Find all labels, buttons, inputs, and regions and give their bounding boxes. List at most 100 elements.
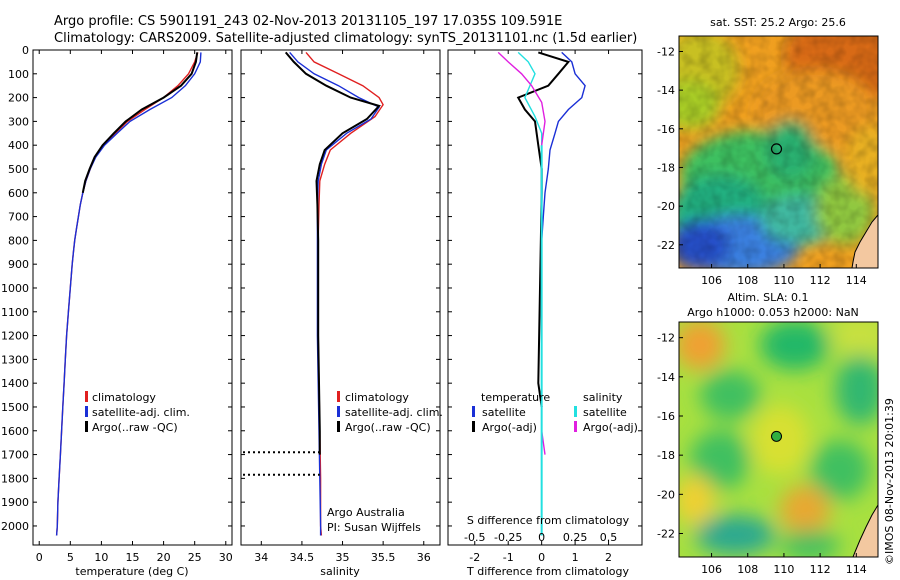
depth-tick-label: 1500 xyxy=(1,401,29,414)
depth-tick-label: 2000 xyxy=(1,520,29,533)
x-tick-label: 35 xyxy=(336,551,350,564)
temperature-legend: climatology satellite-adj. clim. Argo(..… xyxy=(85,391,190,434)
legend-title-salinity: salinity xyxy=(583,391,623,404)
depth-tick-label: 0 xyxy=(22,44,29,57)
series-line-satellite-adj-clim- xyxy=(55,52,202,536)
sst-map-title: sat. SST: 25.2 Argo: 25.6 xyxy=(710,16,846,29)
map-y-tick-label: -18 xyxy=(657,449,675,462)
coastline xyxy=(852,504,878,557)
sla-map-frame xyxy=(678,321,879,558)
x-tick-label: 2 xyxy=(605,551,612,564)
legend-swatch-satellite xyxy=(85,406,88,417)
legend-swatch-satellite xyxy=(337,406,340,417)
depth-tick-label: 900 xyxy=(8,258,29,271)
depth-axis: 0 100 200 300 400 500 600 700 800 900 1000 1100 1200… xyxy=(1,44,232,533)
map-y-tick-label: -18 xyxy=(657,161,675,174)
x-tick-label: 1 xyxy=(572,551,579,564)
header-line-2: Climatology: CARS2009. Satellite-adjuste… xyxy=(54,31,637,46)
argo-location-marker xyxy=(771,430,783,442)
legend-label-satellite: satellite-adj. clim. xyxy=(345,406,443,419)
depth-tick-label: 100 xyxy=(8,68,29,81)
depth-tick-label: 1600 xyxy=(1,425,29,438)
legend-label-t-argo: Argo(-adj) xyxy=(482,421,537,434)
legend-swatch-argo xyxy=(337,421,340,432)
sst-map-ticks: 106 108 110 112 114 -12 -14 -16 -18 -20 -22 xyxy=(657,45,867,287)
x-tick-label: -1 xyxy=(503,551,514,564)
sla-map-ticks: 106 108 110 112 114 -12 -14 -16 -18 -20 -22 xyxy=(657,332,867,576)
x-tick-label: 0 xyxy=(538,551,545,564)
depth-tick-label: 800 xyxy=(8,234,29,247)
legend-label-argo: Argo(..raw -QC) xyxy=(345,421,431,434)
depth-tick-label: 1900 xyxy=(1,496,29,509)
temperature-series xyxy=(55,52,202,536)
depth-tick-label: 600 xyxy=(8,187,29,200)
salinity-series xyxy=(243,51,384,536)
temperature-panel: 0100200300400500600700800900100011001200… xyxy=(1,44,233,578)
depth-tick-label: 1800 xyxy=(1,472,29,485)
series-line-satellite-adj-clim- xyxy=(289,51,381,536)
x-tick-label: 30 xyxy=(219,551,233,564)
map-x-tick-label: 114 xyxy=(846,274,867,287)
temperature-xlabel: temperature (deg C) xyxy=(75,565,188,578)
map-x-tick-label: 112 xyxy=(810,274,831,287)
difference-series xyxy=(497,51,586,536)
sla-map-title: Altim. SLA: 0.1 xyxy=(727,291,808,304)
legend-label-t-satellite: satellite xyxy=(482,406,526,419)
s-difference-ticks: -0.5 -0.25 0 0.25 0.5 xyxy=(464,531,617,544)
series-line-argo-raw-qc- xyxy=(284,51,381,455)
depth-tick-label: 1400 xyxy=(1,377,29,390)
salinity-legend: climatology satellite-adj. clim. Argo(..… xyxy=(337,391,443,434)
salinity-depth-ticks xyxy=(241,49,440,527)
difference-depth-ticks xyxy=(448,49,642,527)
x-tick-label: 34.5 xyxy=(290,551,315,564)
sla-field xyxy=(679,322,878,557)
depth-tick-label: 200 xyxy=(8,92,29,105)
t-difference-xlabel: T difference from climatology xyxy=(466,565,629,578)
difference-legend: temperature satellite Argo(-adj) salinit… xyxy=(472,391,638,434)
legend-swatch-s-argo xyxy=(574,421,577,432)
map-x-tick-label: 106 xyxy=(701,274,722,287)
sst-map-panel: sat. SST: 25.2 Argo: 25.6 106 108 110 11 xyxy=(657,16,879,287)
header-line-1: Argo profile: CS 5901191_243 02-Nov-2013… xyxy=(54,14,562,29)
map-y-tick-label: -22 xyxy=(657,239,675,252)
map-y-tick-label: -14 xyxy=(657,84,675,97)
x-tick-label: 34 xyxy=(254,551,268,564)
salinity-axes-frame xyxy=(240,49,441,546)
depth-tick-label: 1300 xyxy=(1,353,29,366)
depth-tick-label: 1000 xyxy=(1,282,29,295)
map-y-tick-label: -12 xyxy=(657,332,675,345)
annotation-pi: PI: Susan Wijffels xyxy=(327,521,421,534)
salinity-xlabel: salinity xyxy=(320,565,360,578)
coastline xyxy=(851,214,878,268)
depth-tick-label: 1700 xyxy=(1,449,29,462)
depth-tick-label: 1100 xyxy=(1,306,29,319)
map-x-tick-label: 110 xyxy=(773,563,794,576)
depth-tick-label: 700 xyxy=(8,211,29,224)
legend-label-s-satellite: satellite xyxy=(583,406,627,419)
legend-swatch-climatology xyxy=(337,391,340,402)
s-tick-label: -0.25 xyxy=(494,531,522,544)
legend-swatch-t-argo xyxy=(472,421,475,432)
map-y-tick-label: -14 xyxy=(657,371,675,384)
series-line-temperature-satellite xyxy=(541,51,586,536)
map-x-tick-label: 110 xyxy=(773,274,794,287)
x-tick-label: 25 xyxy=(188,551,202,564)
map-y-tick-label: -12 xyxy=(657,45,675,58)
map-x-tick-label: 106 xyxy=(701,563,722,576)
map-y-tick-label: -16 xyxy=(657,410,675,423)
salinity-panel: 34 34.5 35 35.5 36 salinity climatology sate… xyxy=(240,49,443,578)
sla-map-panel: Altim. SLA: 0.1 Argo h1000: 0.053 h2000:… xyxy=(657,291,896,576)
map-x-tick-label: 114 xyxy=(846,563,867,576)
legend-label-satellite: satellite-adj. clim. xyxy=(92,406,190,419)
x-tick-label: 35.5 xyxy=(371,551,396,564)
depth-tick-label: 500 xyxy=(8,163,29,176)
temperature-x-axis: 0 5 10 15 20 25 30 xyxy=(36,50,233,564)
argo-location-marker xyxy=(770,143,783,155)
sst-field xyxy=(679,36,878,268)
legend-swatch-s-satellite xyxy=(574,406,577,417)
difference-axes-frame xyxy=(447,49,643,546)
depth-tick-label: 300 xyxy=(8,115,29,128)
map-y-tick-label: -22 xyxy=(657,528,675,541)
depth-tick-label: 1200 xyxy=(1,330,29,343)
salinity-x-axis: 34 34.5 35 35.5 36 xyxy=(254,50,431,564)
